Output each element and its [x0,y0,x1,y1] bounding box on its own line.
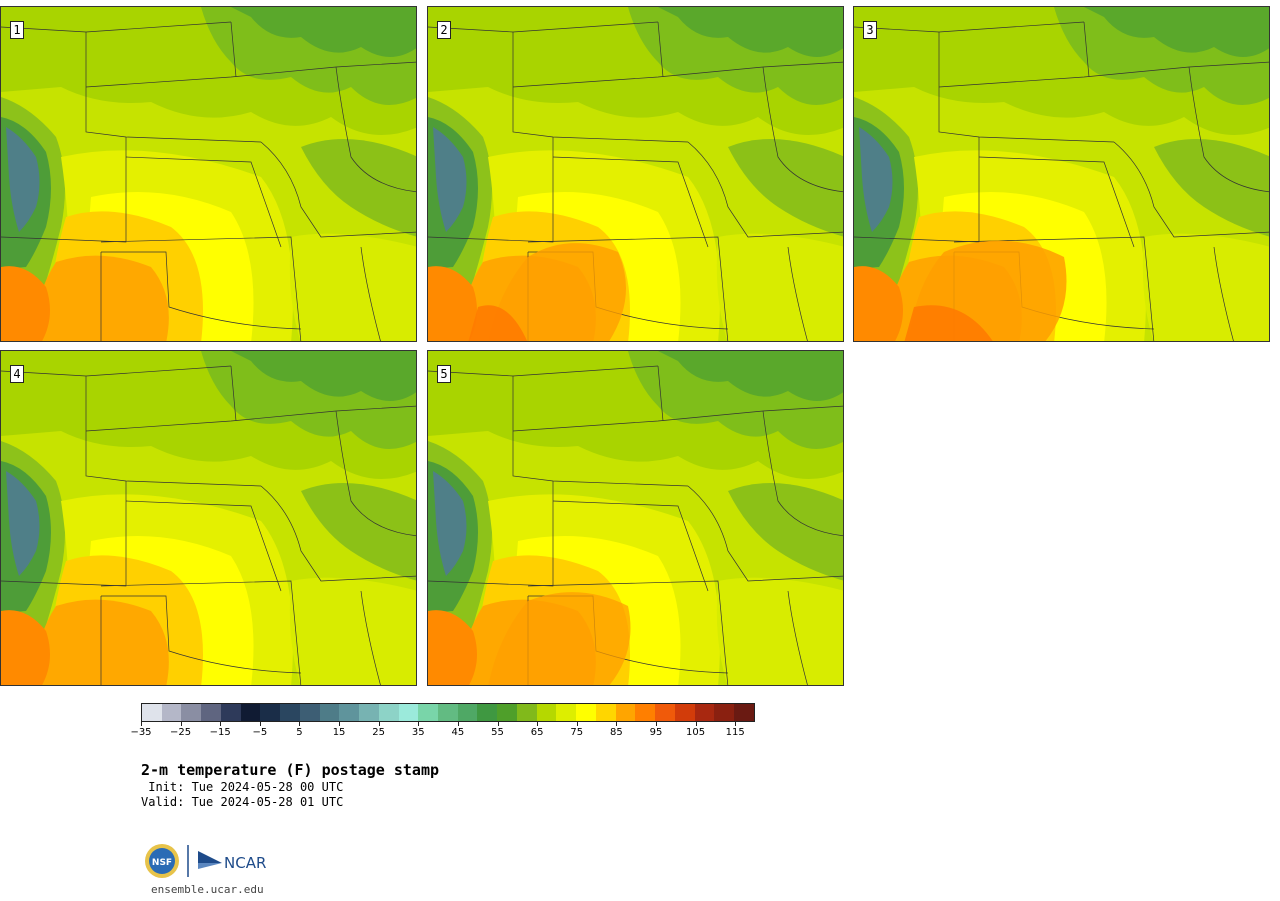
svg-text:NSF: NSF [152,858,172,868]
colorbar-tick-label: 85 [609,727,623,738]
colorbar-segment [635,704,656,721]
colorbar-segment [142,704,162,721]
panel-number: 1 [10,21,24,39]
colorbar-tick-label: 5 [296,727,303,738]
colorbar-tick [695,722,697,726]
colorbar-tick [457,722,459,726]
map-panel-3: 3 [853,6,1270,342]
colorbar-tick-label: −5 [252,727,268,738]
panel-number: 5 [437,365,451,383]
colorbar-segment [339,704,360,721]
colorbar-segment [734,704,754,721]
temperature-map [854,7,1269,341]
map-panel-1: 1 [0,6,417,342]
colorbar-tick [220,722,222,726]
colorbar-tick-label: 55 [491,727,504,738]
ncar-logo-icon: NCAR [198,851,266,872]
init-time: Init: Tue 2024-05-28 00 UTC [141,780,344,794]
temperature-map [428,351,843,685]
colorbar-segment [201,704,221,721]
colorbar-segment [595,704,616,721]
colorbar-tick-label: 65 [530,727,544,738]
panel-number: 4 [10,365,24,383]
colorbar-tick-label: −25 [170,727,192,738]
colorbar-segment [694,704,715,721]
colorbar-segment [280,704,300,721]
colorbar-segment [161,704,182,721]
colorbar-segment [240,704,261,721]
colorbar-segment [359,704,379,721]
colorbar-tick [259,722,261,726]
colorbar-segment [576,704,596,721]
colorbar-tick [537,722,539,726]
temperature-map [428,7,843,341]
map-panel-4: 4 [0,350,417,686]
colorbar-tick-label: 115 [725,727,745,738]
colorbar-tick [655,722,657,726]
colorbar-tick-label: 95 [649,727,663,738]
plot-title: 2-m temperature (F) postage stamp [141,761,440,779]
colorbar-segment [457,704,478,721]
colorbar-segment [418,704,439,721]
colorbar-tick [299,722,301,726]
colorbar-tick-label: 45 [451,727,465,738]
valid-time: Valid: Tue 2024-05-28 01 UTC [141,795,344,809]
colorbar-segment [674,704,695,721]
colorbar-tick [339,722,341,726]
colorbar-tick-label: 15 [332,727,346,738]
panel-number: 2 [437,21,451,39]
colorbar-tick [497,722,499,726]
colorbar-tick-label: 35 [411,727,425,738]
colorbar-segment [536,704,557,721]
colorbar-tick-label: −15 [209,727,231,738]
temperature-map [1,7,416,341]
colorbar-segment [556,704,577,721]
colorbar-segment [714,704,735,721]
colorbar-segment [378,704,399,721]
svg-text:NCAR: NCAR [224,854,266,872]
nsf-logo-icon: NSF [145,844,179,878]
colorbar-segment [497,704,517,721]
nsf-ncar-logo: NSF NCAR [145,844,266,878]
logos: NSF NCAR [144,843,274,879]
colorbar-segment [516,704,537,721]
colorbar-tick [378,722,380,726]
colorbar-segment [260,704,281,721]
map-panel-5: 5 [427,350,844,686]
temperature-map [1,351,416,685]
map-panel-2: 2 [427,6,844,342]
colorbar-tick-label: −35 [130,727,152,738]
colorbar [141,703,755,722]
colorbar-tick-label: 25 [372,727,386,738]
colorbar-segment [299,704,320,721]
website-link[interactable]: ensemble.ucar.edu [151,883,264,896]
colorbar-segment [398,704,419,721]
colorbar-tick-label: 105 [686,727,706,738]
colorbar-segment [438,704,458,721]
panel-number: 3 [863,21,877,39]
colorbar-tick [418,722,420,726]
colorbar-tick [735,722,737,726]
colorbar-segment [319,704,340,721]
colorbar-tick [616,722,618,726]
colorbar-segment [181,704,202,721]
colorbar-tick [180,722,182,726]
colorbar-segment [615,704,636,721]
colorbar-segment [655,704,675,721]
colorbar-tick-label: 75 [570,727,584,738]
colorbar-tick [576,722,578,726]
colorbar-segment [477,704,498,721]
colorbar-ticks: −35 −25 −15 −5 5 15 25 35 45 55 65 75 85 95 105 115 [130,722,755,742]
colorbar-segment [220,704,241,721]
colorbar-tick [141,722,142,726]
